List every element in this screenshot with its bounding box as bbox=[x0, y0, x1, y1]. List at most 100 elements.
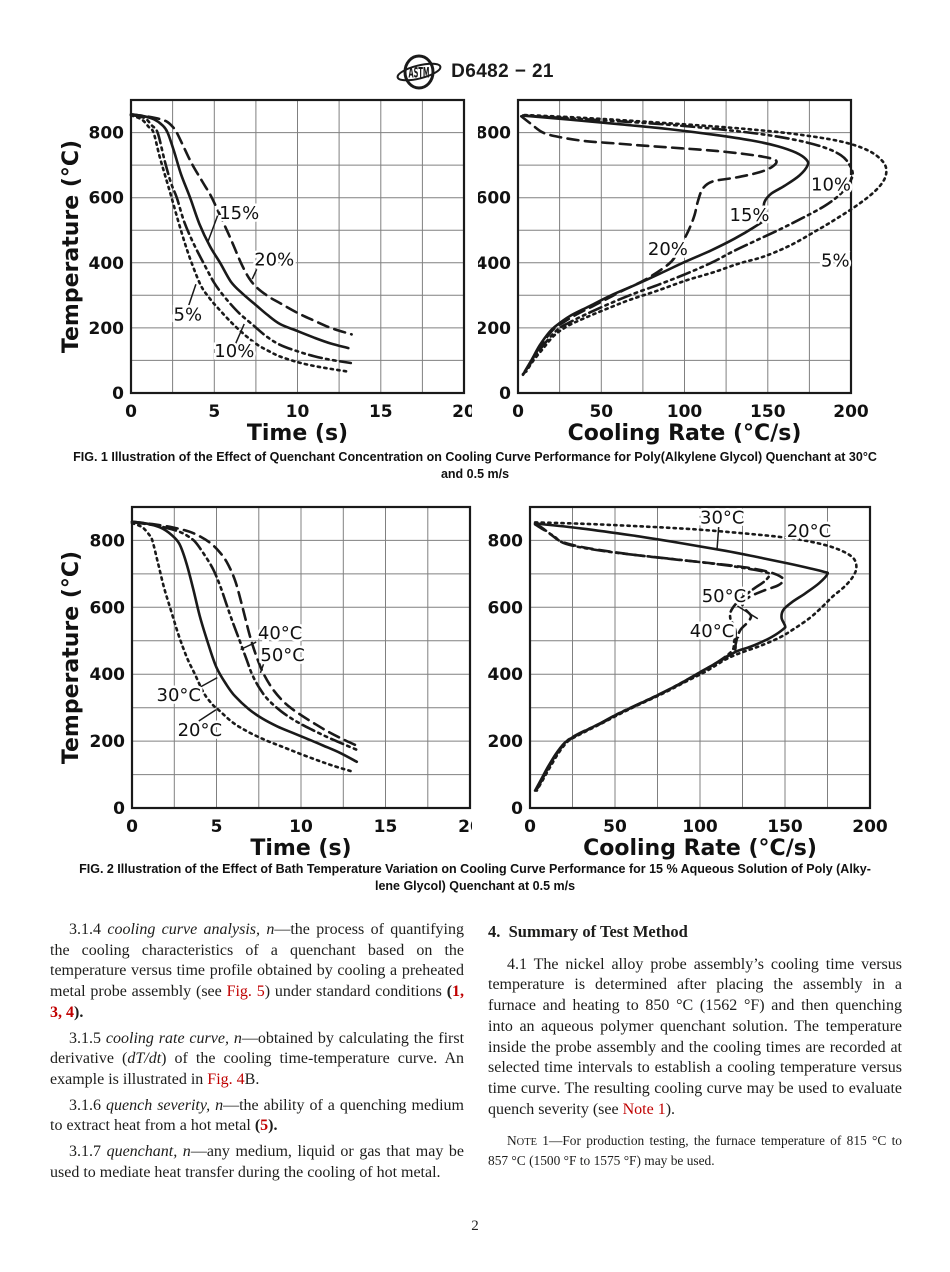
svg-text:0: 0 bbox=[126, 817, 138, 837]
paragraph-3-1-6: 3.1.6 quench severity, n—the ability of … bbox=[50, 1096, 464, 1137]
svg-text:20%: 20% bbox=[648, 239, 688, 260]
svg-text:0: 0 bbox=[499, 384, 511, 404]
text-segment: 3.1.6 bbox=[69, 1096, 106, 1114]
svg-text:600: 600 bbox=[90, 598, 126, 618]
body-right-column: 4. Summary of Test Method 4.1 The nickel… bbox=[488, 920, 902, 1175]
svg-text:200: 200 bbox=[478, 319, 511, 339]
svg-text:ASTM: ASTM bbox=[409, 66, 430, 82]
svg-text:10: 10 bbox=[289, 817, 313, 837]
svg-text:5: 5 bbox=[208, 402, 220, 422]
figure-1-caption-line2: and 0.5 m/s bbox=[440, 467, 510, 481]
svg-text:0: 0 bbox=[125, 402, 137, 422]
svg-text:30°C: 30°C bbox=[157, 685, 201, 706]
svg-text:800: 800 bbox=[478, 124, 511, 144]
svg-text:150: 150 bbox=[767, 817, 803, 837]
svg-text:400: 400 bbox=[478, 254, 511, 274]
svg-text:5: 5 bbox=[211, 817, 223, 837]
svg-text:200: 200 bbox=[89, 319, 125, 339]
ref-fig-5[interactable]: Fig. 5 bbox=[226, 983, 265, 1001]
svg-text:20°C: 20°C bbox=[178, 720, 222, 741]
svg-text:20%: 20% bbox=[254, 249, 294, 270]
svg-text:15: 15 bbox=[374, 817, 398, 837]
text-segment: 3.1.4 bbox=[69, 921, 108, 938]
svg-text:800: 800 bbox=[90, 531, 126, 551]
figure-2-caption-line2: lene Glycol) Quenchant at 0.5 m/s bbox=[374, 879, 576, 893]
ref-1-3-4[interactable]: 1, 3, 4 bbox=[50, 983, 465, 1021]
ref-5[interactable]: 5 bbox=[260, 1117, 269, 1135]
svg-text:15: 15 bbox=[369, 402, 393, 422]
svg-text:200: 200 bbox=[833, 402, 869, 422]
svg-text:0: 0 bbox=[524, 817, 536, 837]
text-segment: N bbox=[507, 1133, 517, 1149]
text-segment: 4.1 The nickel alloy probe assembly’s co… bbox=[488, 955, 902, 1118]
svg-text:100: 100 bbox=[667, 402, 703, 422]
svg-text:0: 0 bbox=[512, 402, 524, 422]
text-segment: —the ability of a quenching medium to ex… bbox=[50, 1096, 464, 1135]
fig1-time-temperature-chart: 15% 20% 5% 10% 0 5 10 15 20 0 200 400 600 800 Time (s)… bbox=[59, 95, 476, 452]
page-header: ASTM D6482 − 21 bbox=[0, 50, 950, 94]
note-1-text: NOTE 1—For production testing, the furna… bbox=[488, 1132, 902, 1169]
svg-text:Cooling Rate (°C/s): Cooling Rate (°C/s) bbox=[583, 836, 817, 861]
text-segment: cooling curve analysis, n bbox=[107, 921, 275, 938]
text-segment: —obtained by calculating the first deriv… bbox=[50, 1029, 465, 1068]
svg-text:20: 20 bbox=[452, 402, 472, 422]
body-left-column: 3.1.4 cooling curve analysis, n—the proc… bbox=[50, 920, 464, 1188]
fig1-cooling-rate-chart: 10% 15% 20% 5% 0 50 100 150 200 0 200 400 600 800 Cool… bbox=[476, 95, 908, 452]
ref-note-1[interactable]: Note 1 bbox=[622, 1100, 666, 1118]
svg-text:40°C: 40°C bbox=[258, 623, 302, 644]
svg-text:50: 50 bbox=[589, 402, 613, 422]
document-designation: D6482 − 21 bbox=[451, 61, 554, 82]
figure-1-caption: FIG. 1 Illustration of the Effect of Que… bbox=[45, 449, 905, 483]
fig2-cooling-rate-chart: 30°C 20°C 50°C 40°C 0 50 100 150 200 0 200 400 600 80… bbox=[483, 500, 913, 867]
paragraph-3-1-5: 3.1.5 cooling rate curve, n—obtained by … bbox=[50, 1029, 464, 1091]
fig2-time-temperature-chart: 40°C50°C30°C20°C051015200200400600800Tim… bbox=[59, 500, 482, 867]
text-segment: ) of the cooling time-temperature curve.… bbox=[50, 1050, 465, 1088]
svg-text:15%: 15% bbox=[730, 205, 770, 226]
svg-text:200: 200 bbox=[90, 732, 126, 752]
svg-text:600: 600 bbox=[478, 189, 511, 209]
text-segment: dT/dt bbox=[127, 1050, 162, 1068]
text-segment: 3.1.7 bbox=[69, 1143, 107, 1161]
text-segment: 1—For production testing, the furnace te… bbox=[488, 1133, 902, 1168]
text-segment: quenchant, n bbox=[106, 1143, 191, 1161]
text-segment: ). bbox=[665, 1100, 676, 1118]
svg-text:Temperature (°C): Temperature (°C) bbox=[60, 551, 84, 764]
svg-text:400: 400 bbox=[90, 665, 126, 685]
svg-text:400: 400 bbox=[488, 665, 524, 685]
text-segment: OTE bbox=[516, 1137, 537, 1149]
text-segment: ) under standard conditions bbox=[264, 983, 447, 1001]
text-segment: —any medium, liquid or gas that may be u… bbox=[50, 1143, 465, 1181]
svg-text:800: 800 bbox=[89, 124, 125, 144]
svg-text:0: 0 bbox=[112, 384, 124, 404]
svg-text:15%: 15% bbox=[219, 203, 259, 224]
text-segment: quench severity, n bbox=[106, 1096, 224, 1114]
svg-text:30°C: 30°C bbox=[700, 508, 744, 529]
text-segment: ). bbox=[74, 1003, 84, 1021]
text-segment: —the process of quantifying the cooling … bbox=[50, 921, 464, 1001]
paragraph-4-1: 4.1 The nickel alloy probe assembly’s co… bbox=[488, 955, 902, 1121]
svg-text:Time (s): Time (s) bbox=[247, 421, 348, 446]
astm-logo-icon: ASTM bbox=[396, 52, 442, 92]
section-4-heading: 4. Summary of Test Method bbox=[488, 922, 688, 941]
svg-text:50: 50 bbox=[603, 817, 627, 837]
svg-text:5%: 5% bbox=[174, 305, 203, 326]
text-segment: ). bbox=[268, 1117, 278, 1135]
svg-text:10: 10 bbox=[286, 402, 310, 422]
svg-text:5%: 5% bbox=[821, 251, 850, 272]
svg-text:Temperature (°C): Temperature (°C) bbox=[60, 140, 84, 353]
svg-text:600: 600 bbox=[89, 189, 125, 209]
svg-text:200: 200 bbox=[852, 817, 888, 837]
text-segment: ( bbox=[446, 983, 453, 1001]
svg-text:800: 800 bbox=[488, 531, 524, 551]
paragraph-3-1-4: 3.1.4 cooling curve analysis, n—the proc… bbox=[50, 920, 464, 1024]
text-segment: 3.1.5 bbox=[69, 1029, 106, 1047]
svg-text:40°C: 40°C bbox=[690, 621, 734, 642]
page-number: 2 bbox=[471, 1218, 479, 1234]
svg-text:10%: 10% bbox=[811, 175, 851, 196]
svg-text:0: 0 bbox=[511, 799, 523, 819]
figure-1-caption-line1: FIG. 1 Illustration of the Effect of Que… bbox=[73, 450, 877, 464]
svg-text:20°C: 20°C bbox=[787, 521, 831, 542]
ref-fig-4[interactable]: Fig. 4 bbox=[207, 1070, 245, 1088]
svg-text:20: 20 bbox=[458, 817, 472, 837]
